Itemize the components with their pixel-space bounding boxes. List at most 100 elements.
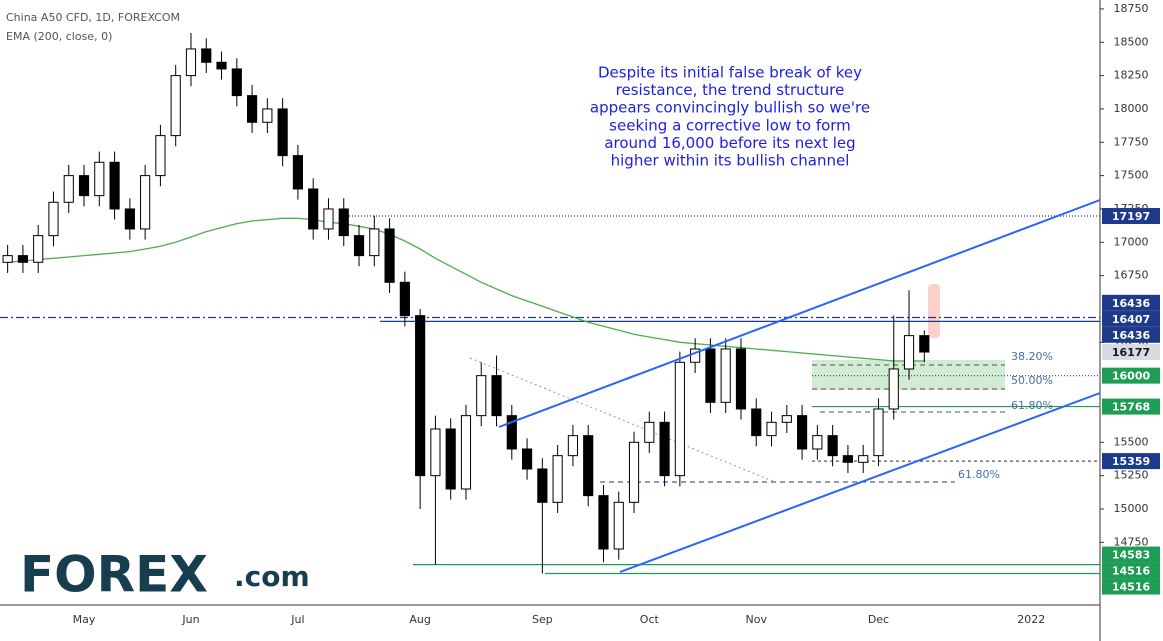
candle-body bbox=[216, 61, 227, 70]
candle-body bbox=[522, 448, 533, 470]
annotation-line: Despite its initial false break of key bbox=[598, 64, 862, 82]
fib-label: 61.80% bbox=[1011, 399, 1053, 412]
y-tick-label: 18750 bbox=[1114, 2, 1149, 15]
price-label-box bbox=[1102, 546, 1160, 563]
candle-body bbox=[78, 175, 90, 197]
annotation-line: around 16,000 before its next leg bbox=[604, 134, 855, 152]
candle-body bbox=[705, 348, 716, 403]
candle-body bbox=[460, 415, 472, 490]
candle-body bbox=[247, 95, 258, 123]
candle-body bbox=[323, 208, 334, 230]
candle-body bbox=[598, 495, 609, 550]
price-label-box bbox=[1102, 453, 1160, 470]
candle-body bbox=[476, 375, 487, 417]
fib-label: 50.00% bbox=[1011, 374, 1053, 387]
candle-body bbox=[33, 235, 44, 263]
candle-body bbox=[827, 435, 838, 457]
candle-body bbox=[583, 435, 594, 497]
candle-body bbox=[491, 375, 502, 417]
y-tick-label: 17000 bbox=[1114, 235, 1149, 248]
candle-body bbox=[308, 188, 319, 230]
plot bbox=[0, 32, 1100, 575]
candle-body bbox=[277, 108, 288, 157]
candle-body bbox=[2, 255, 13, 263]
candle-body bbox=[109, 161, 120, 210]
ema-line bbox=[7, 217, 925, 362]
y-tick-label: 17750 bbox=[1114, 135, 1149, 148]
candle-body bbox=[842, 455, 853, 463]
x-tick-label: Jul bbox=[290, 613, 304, 626]
candle-body bbox=[445, 428, 456, 490]
candle-body bbox=[415, 315, 426, 477]
price-label-box bbox=[1102, 398, 1160, 415]
price-label: 17197 bbox=[1112, 210, 1150, 223]
candle-body bbox=[506, 415, 517, 450]
candle-body bbox=[155, 135, 166, 177]
logo-suffix: .com bbox=[234, 560, 310, 593]
price-label: 14516 bbox=[1112, 565, 1151, 578]
candle-body bbox=[812, 435, 823, 450]
candle-body bbox=[94, 161, 105, 197]
candle-body bbox=[369, 228, 380, 257]
y-tick-label: 18250 bbox=[1114, 69, 1149, 82]
price-label-box bbox=[1102, 326, 1160, 343]
price-label: 16436 bbox=[1112, 297, 1151, 310]
annotation-line: resistance, the trend structure bbox=[616, 81, 845, 99]
x-tick-label: Dec bbox=[868, 613, 889, 626]
x-tick-label: Aug bbox=[409, 613, 430, 626]
y-tick-label: 17500 bbox=[1114, 169, 1149, 182]
price-label: 14516 bbox=[1112, 581, 1151, 594]
candle-body bbox=[262, 108, 273, 123]
candle-body bbox=[674, 361, 685, 477]
price-label-box bbox=[1102, 562, 1160, 579]
candle-body bbox=[292, 155, 304, 190]
candle-body bbox=[384, 228, 395, 283]
fib-label: 61.80% bbox=[958, 468, 1000, 481]
channel-line bbox=[498, 199, 1101, 428]
price-label: 14583 bbox=[1112, 549, 1150, 562]
candle-body bbox=[338, 208, 349, 237]
y-tick-label: 15250 bbox=[1114, 469, 1149, 482]
annotation-line: seeking a corrective low to form bbox=[609, 116, 851, 134]
candle-body bbox=[231, 68, 242, 97]
chart-title: China A50 CFD, 1D, FOREXCOM bbox=[6, 11, 180, 24]
y-tick-label: 15500 bbox=[1114, 435, 1149, 448]
candle-body bbox=[170, 75, 181, 137]
candle-body bbox=[140, 175, 151, 230]
price-label-box bbox=[1102, 294, 1160, 311]
x-tick-label: May bbox=[73, 613, 96, 626]
x-tick-label: 2022 bbox=[1017, 613, 1045, 626]
price-label: 15359 bbox=[1112, 455, 1150, 468]
price-label: 15768 bbox=[1112, 401, 1150, 414]
candle-body bbox=[903, 335, 915, 370]
price-label: 16000 bbox=[1112, 370, 1151, 383]
candle-body bbox=[919, 335, 930, 353]
candle-body bbox=[17, 255, 29, 263]
x-tick-label: Jun bbox=[181, 613, 199, 626]
candle-body bbox=[48, 201, 59, 237]
indicator-label: EMA (200, close, 0) bbox=[6, 30, 112, 43]
annotation-line: higher within its bullish channel bbox=[611, 152, 850, 170]
candle-body bbox=[781, 415, 792, 423]
y-tick-label: 14750 bbox=[1114, 535, 1149, 548]
candle-body bbox=[430, 428, 441, 477]
price-label-box bbox=[1102, 578, 1160, 595]
price-label-box bbox=[1102, 367, 1160, 384]
price-label-box bbox=[1102, 310, 1160, 327]
overlay bbox=[498, 199, 1101, 573]
candle-body bbox=[613, 501, 624, 550]
candle-body bbox=[659, 421, 670, 477]
candle-body bbox=[735, 348, 747, 410]
y-tick-label: 15000 bbox=[1114, 502, 1149, 515]
price-label-box bbox=[1102, 208, 1160, 225]
price-label: 16436 bbox=[1112, 329, 1151, 342]
candle-body bbox=[185, 48, 197, 77]
y-tick-label: 16750 bbox=[1114, 269, 1149, 282]
candle-body bbox=[63, 175, 74, 203]
candle-body bbox=[537, 468, 548, 503]
candle-body bbox=[873, 408, 884, 457]
candle-body bbox=[552, 455, 563, 503]
x-tick-label: Oct bbox=[640, 613, 660, 626]
candle-body bbox=[628, 441, 640, 503]
candle-body bbox=[644, 421, 655, 443]
